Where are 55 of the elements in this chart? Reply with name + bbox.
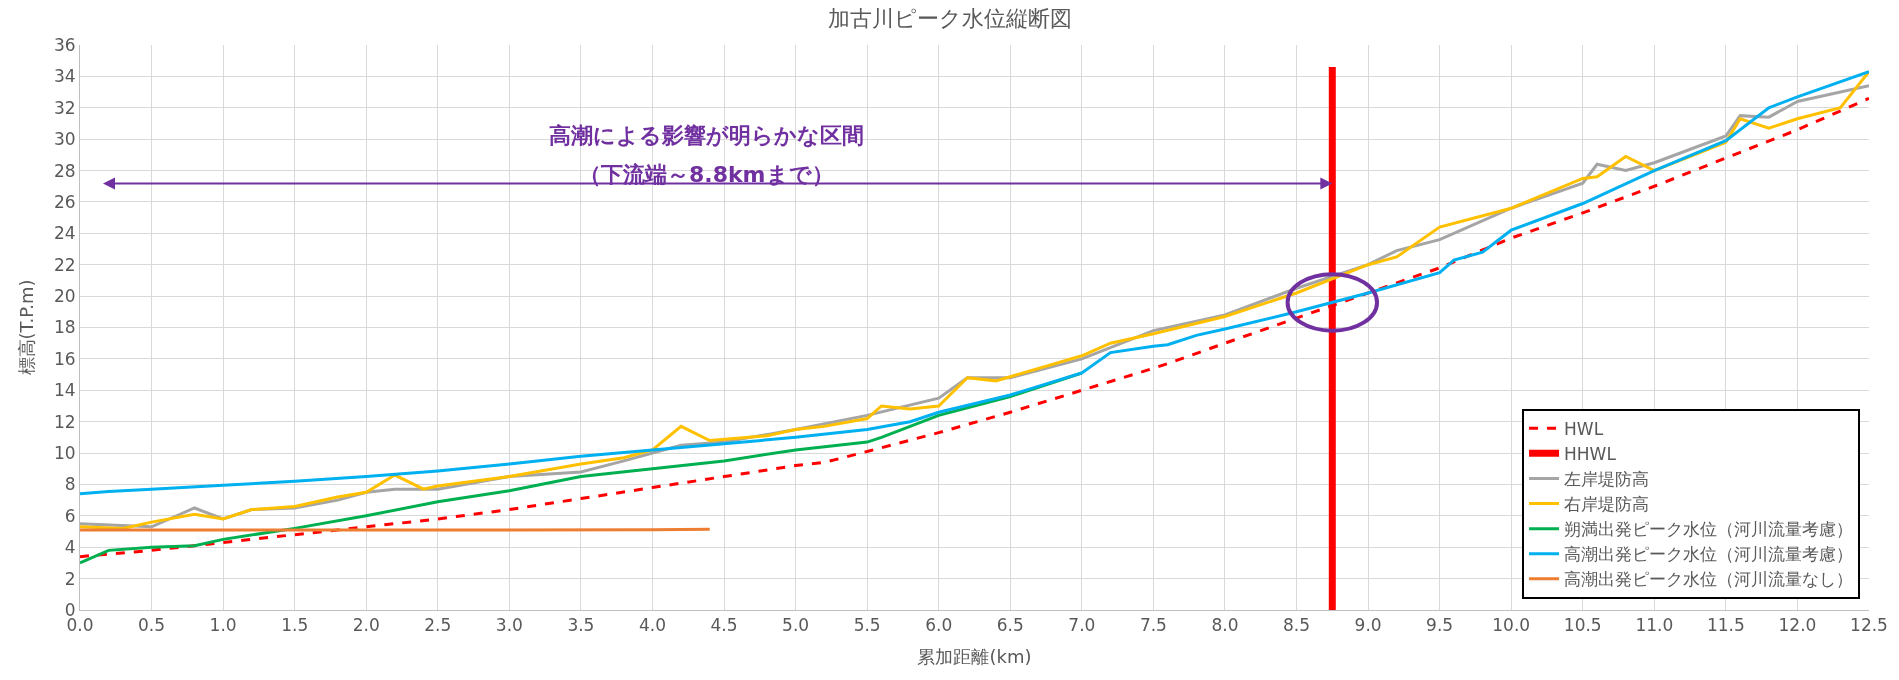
x-tick-label: 3.0 [495,615,523,636]
legend-label: HWL [1564,418,1604,439]
y-tick-label: 14 [53,380,76,401]
y-tick-label: 32 [53,97,76,118]
x-tick-label: 8.5 [1283,615,1311,636]
y-tick-label: 16 [53,348,76,369]
y-tick-label: 22 [53,254,76,275]
y-axis-title: 標高(T.P.m) [16,279,38,376]
x-tick-label: 12.0 [1778,615,1817,636]
y-tick-label: 4 [64,537,76,558]
x-tick-label: 7.5 [1139,615,1167,636]
x-tick-label: 0.5 [138,615,166,636]
y-tick-label: 30 [53,129,76,150]
legend-label: HHWL [1564,443,1617,464]
x-axis-title: 累加距離(km) [917,645,1032,667]
chart-title: 加古川ピーク水位縦断図 [827,5,1072,31]
x-tick-label: 1.5 [281,615,309,636]
y-tick-label: 28 [53,160,76,181]
x-tick-label: 4.0 [638,615,666,636]
x-tick-label: 9.0 [1354,615,1382,636]
y-tick-label: 2 [64,568,76,589]
x-tick-label: 10.5 [1563,615,1602,636]
x-tick-label: 5.0 [782,615,810,636]
x-tick-label: 6.5 [996,615,1024,636]
x-tick-label: 5.5 [853,615,881,636]
x-tick-label: 10.0 [1492,615,1531,636]
y-tick-label: 12 [53,411,76,432]
x-tick-label: 9.5 [1426,615,1454,636]
x-tick-label: 2.0 [352,615,380,636]
x-tick-label: 6.0 [925,615,953,636]
y-tick-label: 6 [64,505,76,526]
legend-label: 左岸堤防高 [1564,469,1650,490]
annotation: 高潮による影響が明らかな区間 [549,123,864,148]
y-tick-label: 34 [53,66,76,87]
legend-label: 朔満出発ピーク水位（河川流量考慮） [1564,519,1854,540]
y-tick-label: 20 [53,286,76,307]
y-tick-label: 24 [53,223,76,244]
x-tick-label: 3.5 [567,615,595,636]
y-tick-label: 36 [53,34,76,55]
x-tick-label: 2.5 [424,615,452,636]
x-tick-label: 12.5 [1850,615,1888,636]
x-tick-label: 11.5 [1706,615,1745,636]
legend-label: 右岸堤防高 [1564,494,1650,515]
x-tick-label: 0.0 [66,615,94,636]
x-tick-label: 1.0 [209,615,237,636]
y-tick-label: 8 [64,474,76,495]
y-tick-label: 18 [53,317,76,338]
legend-label: 高潮出発ピーク水位（河川流量なし） [1564,569,1854,590]
x-tick-label: 4.5 [710,615,738,636]
x-tick-label: 7.0 [1068,615,1096,636]
y-tick-label: 26 [53,191,76,212]
y-tick-label: 10 [53,443,76,464]
x-tick-label: 8.0 [1211,615,1239,636]
legend-label: 高潮出発ピーク水位（河川流量考慮） [1564,544,1854,565]
x-tick-label: 11.0 [1635,615,1674,636]
